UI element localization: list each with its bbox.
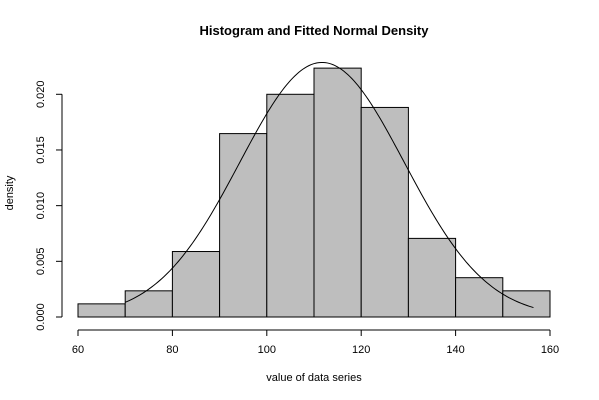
histogram-bar-120-130 xyxy=(360,106,409,318)
x-tick-label: 100 xyxy=(258,344,276,356)
y-tick-label: 0.000 xyxy=(35,303,47,331)
histogram-bars xyxy=(77,67,551,318)
histogram-bar-130-140 xyxy=(407,237,457,318)
y-axis: 0.000 0.005 0.010 0.015 0.020 xyxy=(35,81,63,331)
histogram-bar-80-90 xyxy=(171,251,221,318)
chart-title: Histogram and Fitted Normal Density xyxy=(200,23,430,38)
histogram-bar-100-110 xyxy=(266,93,315,318)
fitted-normal-density-curve xyxy=(125,61,534,309)
histogram-bar-70-80 xyxy=(124,290,173,318)
y-tick-label: 0.005 xyxy=(35,248,47,276)
histogram-bar-60-70 xyxy=(77,303,126,318)
x-axis: 60 80 100 120 140 160 xyxy=(72,329,559,356)
x-axis-title: value of data series xyxy=(266,372,362,384)
histogram-bar-140-150 xyxy=(455,277,504,318)
y-tick-label: 0.010 xyxy=(35,192,47,220)
y-axis-title: density xyxy=(4,175,16,210)
x-tick-label: 160 xyxy=(541,344,559,356)
y-tick-label: 0.015 xyxy=(35,136,47,164)
y-tick-label: 0.020 xyxy=(35,81,47,109)
x-tick-label: 80 xyxy=(166,344,178,356)
histogram-bar-110-120 xyxy=(313,67,362,318)
x-tick-label: 60 xyxy=(72,344,84,356)
histogram-bar-150-160 xyxy=(502,290,551,318)
histogram-bar-90-100 xyxy=(219,133,268,318)
x-tick-label: 120 xyxy=(352,344,370,356)
x-tick-label: 140 xyxy=(446,344,464,356)
